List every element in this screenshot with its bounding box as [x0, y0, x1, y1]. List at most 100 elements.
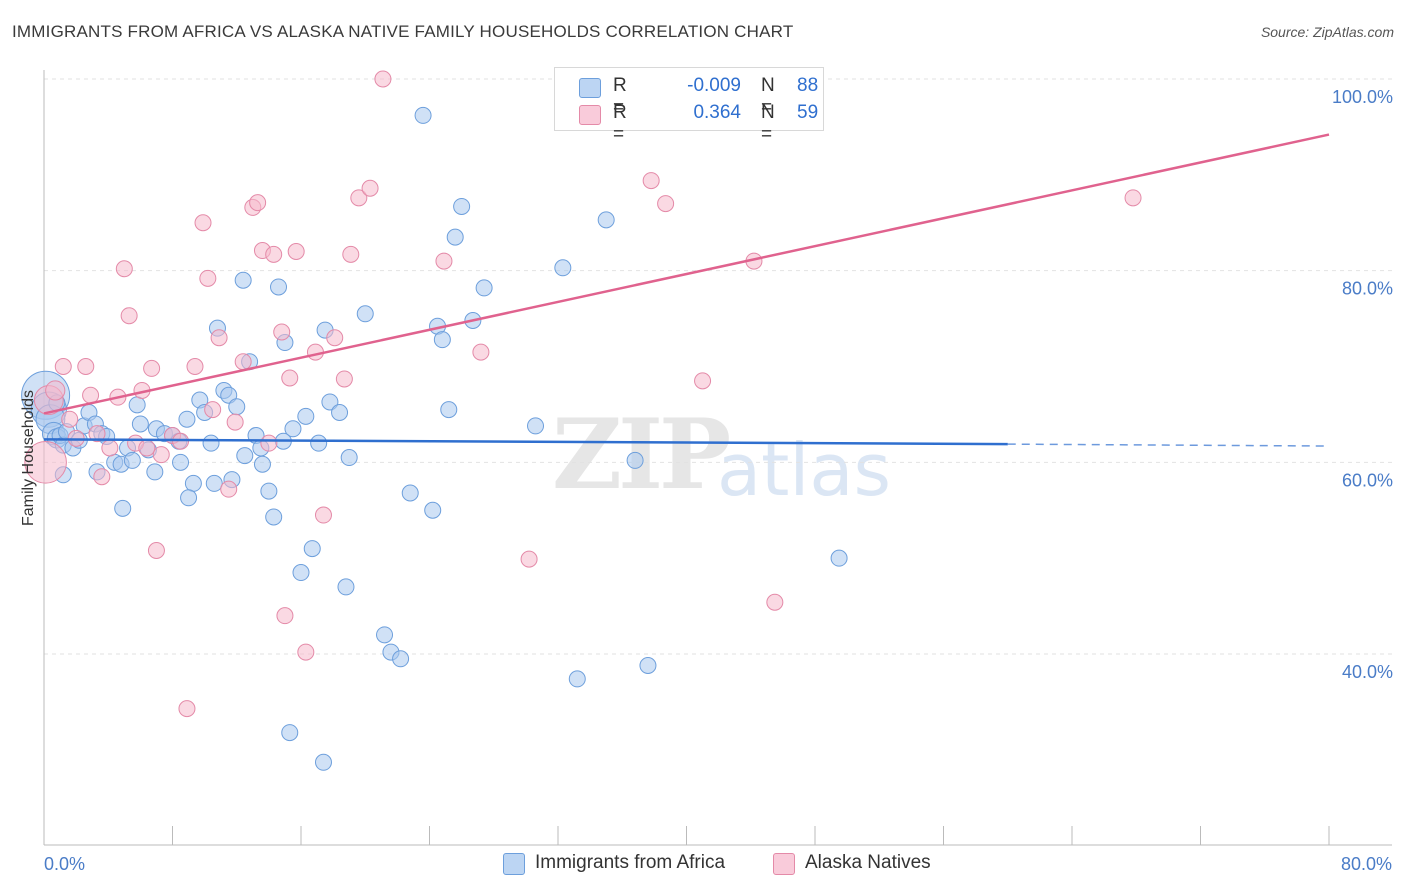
alaska-point-57	[766, 593, 784, 611]
africa-point-60	[433, 331, 451, 349]
alaska-point-28	[220, 480, 238, 498]
africa-point-77	[314, 753, 332, 771]
africa-point-56	[401, 484, 419, 502]
africa-point-30	[202, 434, 220, 452]
alaska-point-34	[260, 434, 278, 452]
alaska-point-48	[374, 70, 392, 88]
watermark-zip: ZIP	[552, 398, 731, 511]
alaska-point-22	[178, 700, 196, 718]
x-tick-label-min: 0.0%	[44, 854, 85, 874]
africa-point-18	[123, 451, 141, 469]
x-tick-label-max: 80.0%	[1341, 854, 1392, 874]
alaska-point-26	[204, 401, 222, 419]
legend-n-label: N =	[761, 102, 775, 145]
africa-point-51	[340, 449, 358, 467]
y-tick-label-1: 60.0%	[1342, 470, 1393, 490]
africa-point-75	[253, 455, 271, 473]
alaska-point-2	[45, 380, 66, 401]
africa-point-76	[281, 724, 299, 742]
africa-point-63	[453, 197, 471, 215]
legend-n-value: 88	[797, 75, 819, 96]
africa-point-78	[337, 578, 355, 596]
alaska-point-9	[93, 468, 111, 486]
alaska-point-46	[350, 189, 368, 207]
alaska-point-3	[54, 358, 72, 375]
africa-point-57	[414, 106, 432, 124]
africa-point-82	[114, 499, 132, 517]
alaska-point-30	[234, 353, 252, 371]
africa-point-86	[236, 447, 254, 465]
alaska-point-18	[147, 542, 165, 559]
trend-line-africa	[43, 438, 1008, 446]
africa-point-58	[424, 501, 442, 519]
africa-point-55	[392, 650, 410, 668]
africa-point-62	[446, 228, 464, 246]
alaska-point-42	[314, 506, 332, 524]
africa-point-43	[284, 420, 302, 438]
alaska-point-55	[694, 372, 712, 390]
alaska-point-43	[326, 329, 344, 347]
africa-point-33	[220, 386, 238, 404]
legend-label-africa: Immigrants from Africa	[535, 852, 726, 873]
africa-point-45	[297, 407, 315, 425]
source-label: Source: ZipAtlas.com	[1260, 24, 1394, 40]
legend-n-value: 59	[797, 102, 819, 123]
alaska-point-58	[1124, 189, 1142, 207]
alaska-point-27	[210, 329, 228, 347]
alaska-point-40	[297, 643, 315, 661]
alaska-point-12	[115, 260, 133, 278]
y-tick-label-3: 100.0%	[1332, 87, 1393, 107]
alaska-point-17	[143, 359, 161, 377]
alaska-point-47	[361, 179, 379, 197]
alaska-point-51	[520, 550, 538, 568]
africa-point-70	[626, 451, 644, 469]
africa-point-69	[597, 211, 615, 229]
africa-point-68	[568, 670, 586, 688]
alaska-point-10	[101, 439, 119, 457]
trend-lines	[43, 133, 1330, 447]
y-axis-label: Family Households	[20, 390, 37, 526]
africa-point-71	[639, 657, 657, 674]
alaska-point-50	[472, 343, 490, 361]
africa-point-52	[356, 305, 374, 323]
alaska-point-23	[186, 358, 204, 375]
stats-legend: R = -0.009 N = 88 R = 0.364 N = 59	[554, 67, 824, 145]
legend-label-alaska: Alaska Natives	[805, 852, 931, 873]
series-alaska-natives	[24, 70, 1142, 718]
africa-point-39	[260, 482, 278, 500]
alaska-point-53	[642, 172, 660, 190]
alaska-point-36	[273, 323, 291, 341]
alaska-point-19	[152, 446, 170, 464]
africa-point-85	[205, 474, 223, 492]
africa-point-83	[146, 463, 164, 481]
alaska-point-7	[82, 386, 100, 404]
x-axis-ticks	[43, 826, 1330, 845]
series-immigrants-from-africa	[21, 106, 848, 771]
legend-swatch-blue	[579, 78, 601, 98]
africa-point-27	[184, 474, 202, 492]
africa-point-19	[128, 396, 146, 414]
africa-point-65	[475, 279, 493, 297]
alaska-point-49	[435, 252, 453, 270]
legend-r-label: R =	[613, 75, 627, 118]
africa-point-46	[303, 540, 321, 558]
legend-r-value: -0.009	[687, 75, 741, 96]
africa-point-61	[440, 401, 458, 419]
alaska-point-4	[61, 410, 79, 428]
africa-point-44	[292, 564, 310, 582]
alaska-point-25	[199, 269, 217, 287]
y-tick-labels: 40.0% 60.0% 80.0% 100.0%	[1332, 87, 1393, 682]
alaska-point-6	[77, 358, 95, 375]
alaska-point-13	[120, 307, 138, 325]
alaska-point-32	[249, 194, 267, 212]
africa-point-20	[131, 415, 149, 433]
africa-point-40	[265, 508, 283, 526]
alaska-point-37	[276, 607, 294, 625]
africa-point-72	[830, 549, 848, 567]
legend-n-label: N =	[761, 75, 775, 118]
alaska-point-0	[24, 441, 67, 484]
africa-point-34	[228, 398, 246, 416]
africa-point-26	[178, 410, 196, 428]
africa-point-41	[270, 278, 288, 296]
